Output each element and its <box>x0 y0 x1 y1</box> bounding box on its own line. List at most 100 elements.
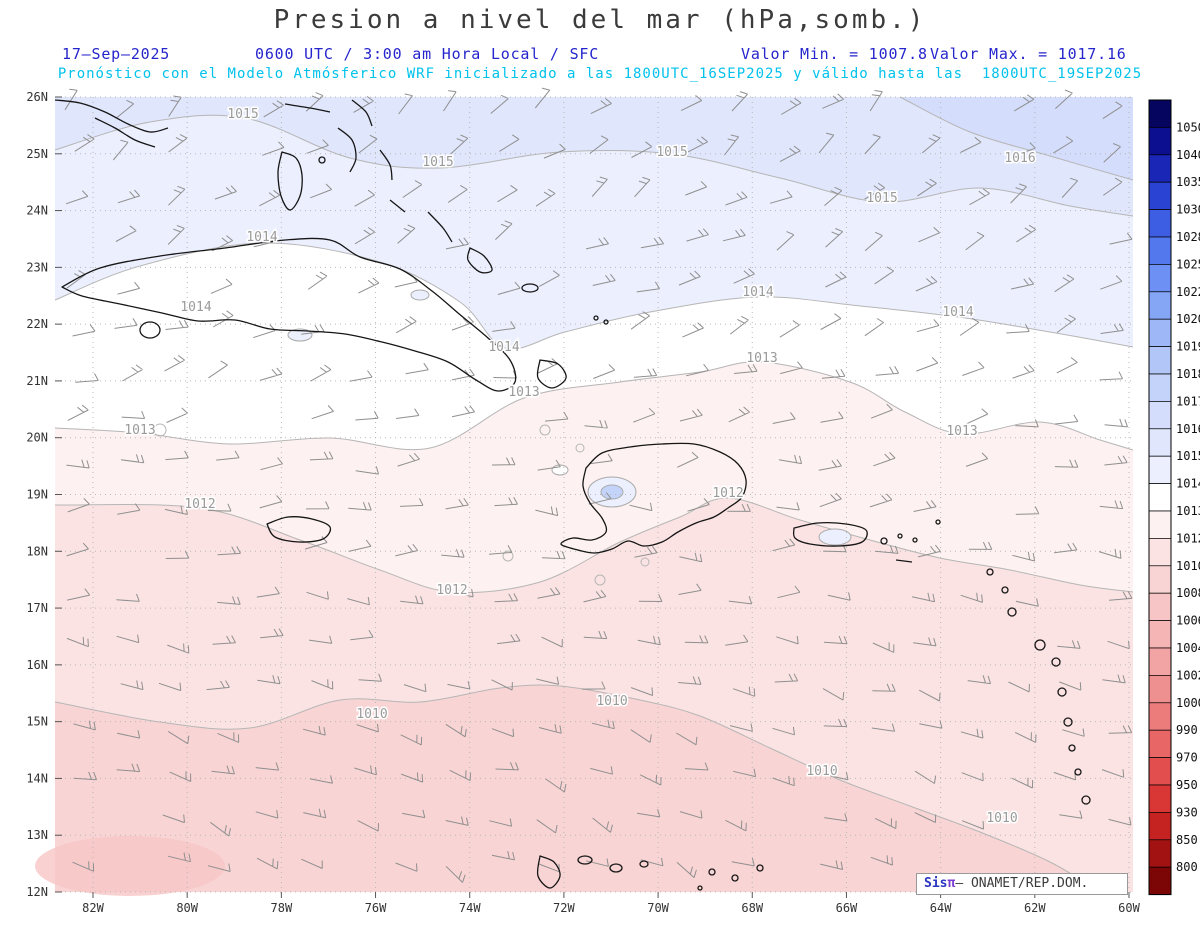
isobar-line <box>899 96 1134 181</box>
coastline <box>895 559 913 563</box>
valid-time-label: 0600 UTC / 3:00 am Hora Local / SFC <box>255 45 600 63</box>
coastline <box>521 283 539 293</box>
colorbar-band <box>1148 483 1172 512</box>
colorbar-label: 1018 <box>1176 367 1200 381</box>
colorbar-band <box>1148 565 1172 594</box>
lon-label: 62W <box>1024 901 1046 915</box>
run-date-label: 17–Sep–2025 <box>62 45 171 63</box>
coastline <box>266 516 332 543</box>
colorbar-band <box>1148 538 1172 567</box>
coastline <box>639 860 649 868</box>
colorbar-label: 1006 <box>1176 614 1200 628</box>
coastline <box>935 519 941 525</box>
lon-label: 80W <box>176 901 198 915</box>
colorbar-label: 1012 <box>1176 531 1200 545</box>
minor-contour <box>575 443 585 453</box>
lon-label: 60W <box>1118 901 1140 915</box>
isobar-label: 1014 <box>742 285 773 300</box>
colorbar-band <box>1148 455 1172 484</box>
coastline <box>94 117 156 148</box>
colorbar-band <box>1148 99 1172 128</box>
coastline <box>389 199 406 213</box>
isobar-label: 1014 <box>942 305 973 320</box>
isobar-line <box>54 114 1134 217</box>
colorbar-band <box>1148 373 1172 402</box>
coastline <box>61 237 517 392</box>
closed-low-shade <box>818 528 852 546</box>
lon-label: 82W <box>82 901 104 915</box>
colorbar-band <box>1148 702 1172 731</box>
isobar-label: 1014 <box>488 340 519 355</box>
coastline <box>731 874 739 882</box>
lat-label: 23N <box>26 260 48 274</box>
coastline <box>284 103 331 113</box>
colorbar-band <box>1148 346 1172 375</box>
colorbar-band <box>1148 209 1172 238</box>
coastline <box>880 537 888 545</box>
colorbar-label: 1010 <box>1176 559 1200 573</box>
lat-label: 16N <box>26 658 48 672</box>
colorbar-label: 990 <box>1176 723 1198 737</box>
coastline <box>986 568 994 576</box>
isobar-label: 1010 <box>806 764 837 779</box>
isobar-label: 1015 <box>422 155 453 170</box>
forecast-model-line: Pronóstico con el Modelo Atmósferico WRF… <box>57 66 1143 82</box>
coastline <box>1057 687 1067 697</box>
minor-contour <box>153 423 167 437</box>
isobar-label: 1013 <box>746 351 777 366</box>
lon-label: 64W <box>930 901 952 915</box>
credit-box: Sisπ— ONAMET/REP.DOM. <box>916 873 1128 895</box>
lat-label: 24N <box>26 204 48 218</box>
lat-label: 19N <box>26 488 48 502</box>
pi-symbol-icon: π <box>947 876 956 891</box>
lon-label: 78W <box>271 901 293 915</box>
colorbar-label: 1019 <box>1176 340 1200 354</box>
colorbar-label: 1025 <box>1176 257 1200 271</box>
isobar-label: 1013 <box>508 385 539 400</box>
max-value-label: Valor Max. = 1017.16 <box>930 45 1127 63</box>
coastline <box>54 99 169 133</box>
coastline <box>1063 717 1073 727</box>
isobar-label: 1010 <box>986 811 1017 826</box>
isobar-label: 1015 <box>866 191 897 206</box>
isobar-label: 1014 <box>180 300 211 315</box>
colorbar-label: 1002 <box>1176 668 1200 682</box>
coastline <box>603 319 609 325</box>
lat-label: 17N <box>26 601 48 615</box>
shade-1008-1010 <box>55 685 1100 892</box>
colorbar-band <box>1148 675 1172 704</box>
lat-label: 15N <box>26 715 48 729</box>
colorbar-band <box>1148 264 1172 293</box>
lat-label: 14N <box>26 771 48 785</box>
colorbar-band <box>1148 318 1172 347</box>
isobar-label: 1012 <box>184 497 215 512</box>
colorbar-label: 1014 <box>1176 477 1200 491</box>
coastline <box>318 156 326 164</box>
colorbar-band <box>1148 181 1172 210</box>
coastline <box>277 151 303 211</box>
isobar-label: 1012 <box>436 583 467 598</box>
lat-label: 26N <box>26 90 48 104</box>
lat-label: 25N <box>26 147 48 161</box>
isobar-label: 1016 <box>1004 151 1035 166</box>
isobar-label: 1013 <box>946 424 977 439</box>
lat-label: 12N <box>26 885 48 899</box>
colorbar-band <box>1148 127 1172 156</box>
closed-low-shade <box>600 484 624 500</box>
colorbar-label: 1028 <box>1176 230 1200 244</box>
colorbar-band <box>1148 647 1172 676</box>
colorbar-band <box>1148 839 1172 868</box>
lon-label: 68W <box>741 901 763 915</box>
coastline <box>708 868 716 876</box>
lat-label: 22N <box>26 317 48 331</box>
lon-label: 70W <box>647 901 669 915</box>
coastline <box>897 533 903 539</box>
colorbar-band <box>1148 236 1172 265</box>
coastline <box>577 855 593 865</box>
colorbar-label: 1015 <box>1176 449 1200 463</box>
colorbar-label: 1040 <box>1176 148 1200 162</box>
colorbar-label: 1035 <box>1176 175 1200 189</box>
colorbar-band <box>1148 428 1172 457</box>
colorbar-label: 1004 <box>1176 641 1200 655</box>
colorbar-label: 1050 <box>1176 120 1200 134</box>
